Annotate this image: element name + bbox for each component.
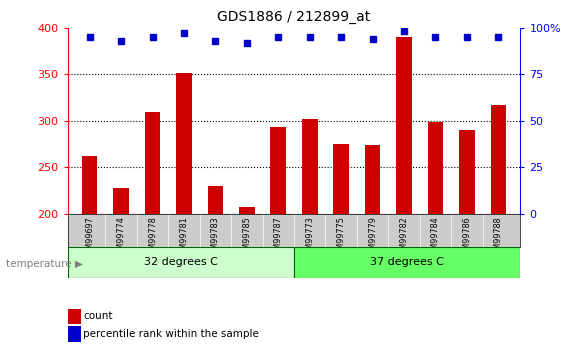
Text: GSM99782: GSM99782 bbox=[399, 217, 409, 260]
Bar bbox=[68, 247, 294, 278]
Text: GSM99697: GSM99697 bbox=[85, 217, 94, 260]
Text: GSM99788: GSM99788 bbox=[494, 217, 503, 260]
Text: GSM99786: GSM99786 bbox=[462, 217, 472, 260]
Bar bbox=[459, 130, 475, 345]
Bar bbox=[396, 37, 412, 345]
Text: GSM99774: GSM99774 bbox=[116, 217, 126, 260]
Text: GSM99778: GSM99778 bbox=[148, 217, 157, 260]
Text: 37 degrees C: 37 degrees C bbox=[370, 257, 444, 267]
Bar bbox=[490, 105, 506, 345]
Text: GSM99787: GSM99787 bbox=[274, 217, 283, 260]
Text: GSM99783: GSM99783 bbox=[211, 217, 220, 260]
Text: GSM99773: GSM99773 bbox=[305, 217, 314, 260]
Bar bbox=[145, 112, 161, 345]
Text: count: count bbox=[83, 312, 113, 321]
Bar bbox=[176, 73, 192, 345]
Text: GSM99781: GSM99781 bbox=[179, 217, 189, 260]
Bar bbox=[302, 119, 318, 345]
Title: GDS1886 / 212899_at: GDS1886 / 212899_at bbox=[218, 10, 370, 24]
Bar bbox=[113, 188, 129, 345]
Text: GSM99775: GSM99775 bbox=[337, 217, 346, 260]
Bar bbox=[294, 247, 520, 278]
Bar bbox=[365, 145, 380, 345]
Bar bbox=[270, 127, 286, 345]
Text: 32 degrees C: 32 degrees C bbox=[144, 257, 218, 267]
Text: percentile rank within the sample: percentile rank within the sample bbox=[83, 329, 259, 338]
Text: GSM99784: GSM99784 bbox=[431, 217, 440, 260]
Bar bbox=[208, 186, 223, 345]
Bar bbox=[333, 144, 349, 345]
Bar bbox=[427, 122, 443, 345]
Text: temperature ▶: temperature ▶ bbox=[6, 259, 83, 269]
Text: GSM99779: GSM99779 bbox=[368, 217, 377, 260]
Bar bbox=[82, 156, 98, 345]
Text: GSM99785: GSM99785 bbox=[242, 217, 251, 260]
Bar bbox=[239, 207, 255, 345]
